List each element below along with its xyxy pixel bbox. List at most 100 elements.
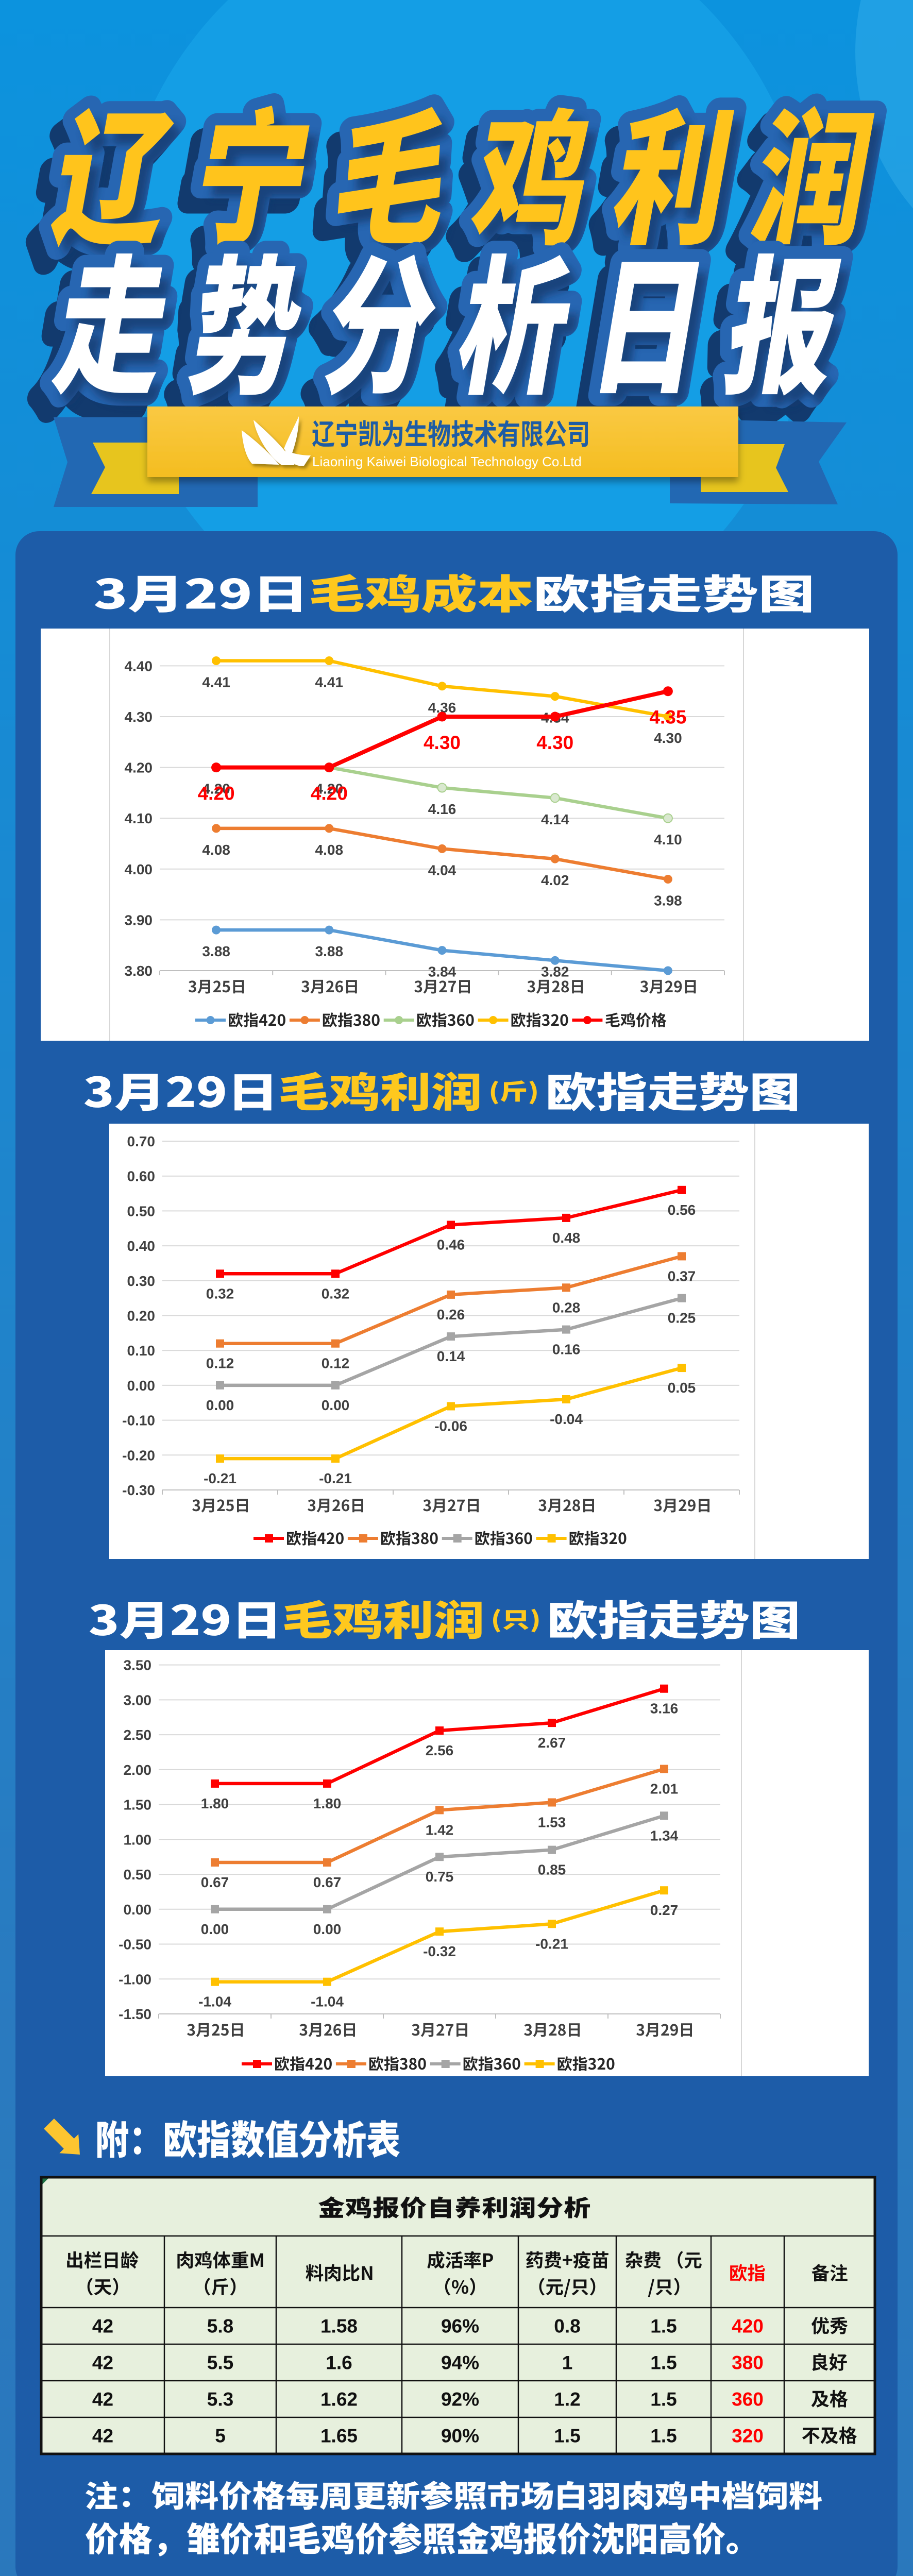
svg-text:0.05: 0.05 — [668, 1380, 696, 1396]
svg-text:2.50: 2.50 — [124, 1727, 152, 1743]
svg-text:1.5: 1.5 — [554, 2426, 580, 2447]
svg-text:1.58: 1.58 — [320, 2316, 358, 2337]
svg-text:0.00: 0.00 — [124, 1902, 152, 1918]
svg-text:1.62: 1.62 — [320, 2389, 358, 2410]
svg-text:0.26: 0.26 — [437, 1307, 465, 1323]
svg-text:0.85: 0.85 — [538, 1862, 566, 1878]
svg-text:4.40: 4.40 — [125, 658, 153, 674]
svg-text:92%: 92% — [441, 2389, 479, 2410]
svg-text:-0.04: -0.04 — [550, 1411, 583, 1427]
svg-text:0.8: 0.8 — [554, 2316, 580, 2337]
svg-text:1.80: 1.80 — [201, 1795, 229, 1811]
svg-text:-0.32: -0.32 — [423, 1943, 456, 1959]
svg-text:320: 320 — [732, 2426, 764, 2447]
svg-text:Liaoning Kaiwei Biological Tec: Liaoning Kaiwei Biological Technology Co… — [312, 454, 582, 469]
svg-text:1.53: 1.53 — [538, 1815, 566, 1831]
svg-text:3.88: 3.88 — [202, 943, 230, 959]
svg-text:4.30: 4.30 — [654, 730, 682, 746]
svg-text:2.67: 2.67 — [538, 1735, 566, 1751]
svg-text:3.00: 3.00 — [124, 1692, 152, 1708]
svg-text:0.12: 0.12 — [206, 1355, 234, 1371]
svg-text:-0.50: -0.50 — [119, 1937, 151, 1953]
svg-text:42: 42 — [92, 2389, 113, 2410]
svg-text:1.6: 1.6 — [326, 2352, 352, 2374]
svg-text:42: 42 — [92, 2426, 113, 2447]
svg-text:1.5: 1.5 — [650, 2316, 677, 2337]
svg-text:2.01: 2.01 — [650, 1781, 679, 1797]
svg-text:0.67: 0.67 — [313, 1874, 342, 1890]
svg-text:0.70: 0.70 — [127, 1133, 156, 1149]
svg-text:0.20: 0.20 — [127, 1308, 156, 1324]
svg-text:4.41: 4.41 — [202, 674, 230, 690]
svg-text:5: 5 — [215, 2426, 226, 2447]
svg-text:0.00: 0.00 — [201, 1921, 229, 1937]
svg-text:0.30: 0.30 — [127, 1273, 156, 1289]
svg-text:0.00: 0.00 — [322, 1397, 350, 1413]
svg-text:3.98: 3.98 — [654, 893, 682, 909]
svg-text:4.08: 4.08 — [202, 842, 230, 858]
svg-text:4.30: 4.30 — [125, 709, 153, 725]
svg-text:4.20: 4.20 — [125, 760, 153, 776]
svg-text:1.2: 1.2 — [554, 2389, 580, 2410]
svg-text:4.20: 4.20 — [311, 783, 348, 804]
svg-text:0.46: 0.46 — [437, 1237, 465, 1253]
svg-text:0.32: 0.32 — [322, 1285, 350, 1301]
svg-text:3.82: 3.82 — [541, 963, 569, 979]
svg-text:0.56: 0.56 — [668, 1202, 696, 1218]
svg-text:-0.06: -0.06 — [434, 1418, 467, 1434]
svg-text:4.04: 4.04 — [428, 862, 457, 878]
svg-text:0.48: 0.48 — [552, 1230, 581, 1246]
svg-text:-0.21: -0.21 — [319, 1470, 352, 1486]
svg-text:1.42: 1.42 — [426, 1822, 454, 1838]
svg-text:5.5: 5.5 — [207, 2352, 233, 2374]
svg-text:4.35: 4.35 — [649, 707, 686, 728]
svg-text:-1.00: -1.00 — [119, 1971, 151, 1987]
svg-text:2.00: 2.00 — [124, 1762, 152, 1778]
svg-text:1.5: 1.5 — [650, 2389, 677, 2410]
svg-text:0.75: 0.75 — [426, 1869, 454, 1885]
svg-text:4.00: 4.00 — [125, 861, 153, 877]
svg-text:1.5: 1.5 — [650, 2426, 677, 2447]
svg-text:1.65: 1.65 — [320, 2426, 358, 2447]
svg-text:0.67: 0.67 — [201, 1874, 229, 1890]
svg-text:1.80: 1.80 — [313, 1795, 342, 1811]
svg-text:4.10: 4.10 — [654, 832, 682, 848]
svg-text:0.50: 0.50 — [124, 1867, 152, 1883]
svg-text:0.37: 0.37 — [668, 1268, 696, 1284]
svg-text:0.32: 0.32 — [206, 1285, 234, 1301]
svg-text:4.08: 4.08 — [315, 842, 344, 858]
svg-text:0.10: 0.10 — [127, 1343, 156, 1359]
svg-text:5.3: 5.3 — [207, 2389, 233, 2410]
svg-text:420: 420 — [732, 2316, 764, 2337]
svg-text:42: 42 — [92, 2316, 113, 2337]
svg-text:-0.30: -0.30 — [122, 1482, 155, 1498]
svg-text:4.16: 4.16 — [428, 801, 457, 817]
svg-text:1.50: 1.50 — [124, 1797, 152, 1813]
svg-text:-1.04: -1.04 — [198, 1994, 231, 2010]
svg-text:0.28: 0.28 — [552, 1299, 581, 1315]
svg-text:0.14: 0.14 — [437, 1348, 465, 1364]
svg-text:4.14: 4.14 — [541, 811, 569, 827]
svg-text:1.00: 1.00 — [124, 1832, 152, 1848]
svg-text:3.80: 3.80 — [125, 963, 153, 979]
svg-text:0.40: 0.40 — [127, 1238, 156, 1254]
svg-text:0.00: 0.00 — [313, 1921, 342, 1937]
svg-text:42: 42 — [92, 2352, 113, 2374]
svg-text:3.84: 3.84 — [428, 964, 457, 980]
svg-text:-0.21: -0.21 — [535, 1936, 568, 1952]
svg-text:-0.21: -0.21 — [204, 1470, 236, 1486]
svg-text:4.10: 4.10 — [125, 810, 153, 826]
svg-text:0.27: 0.27 — [650, 1902, 679, 1918]
svg-text:0.12: 0.12 — [322, 1355, 350, 1371]
svg-text:-0.10: -0.10 — [122, 1413, 155, 1429]
svg-text:4.30: 4.30 — [536, 732, 573, 753]
svg-text:5.8: 5.8 — [207, 2316, 233, 2337]
svg-text:1.34: 1.34 — [650, 1827, 679, 1843]
svg-text:4.20: 4.20 — [198, 783, 235, 804]
svg-text:2.56: 2.56 — [426, 1742, 454, 1758]
svg-text:4.20: 4.20 — [315, 781, 344, 797]
svg-text:-1.50: -1.50 — [119, 2006, 151, 2022]
svg-text:3.90: 3.90 — [125, 912, 153, 928]
svg-text:4.41: 4.41 — [315, 674, 344, 690]
svg-text:4.20: 4.20 — [202, 781, 230, 797]
